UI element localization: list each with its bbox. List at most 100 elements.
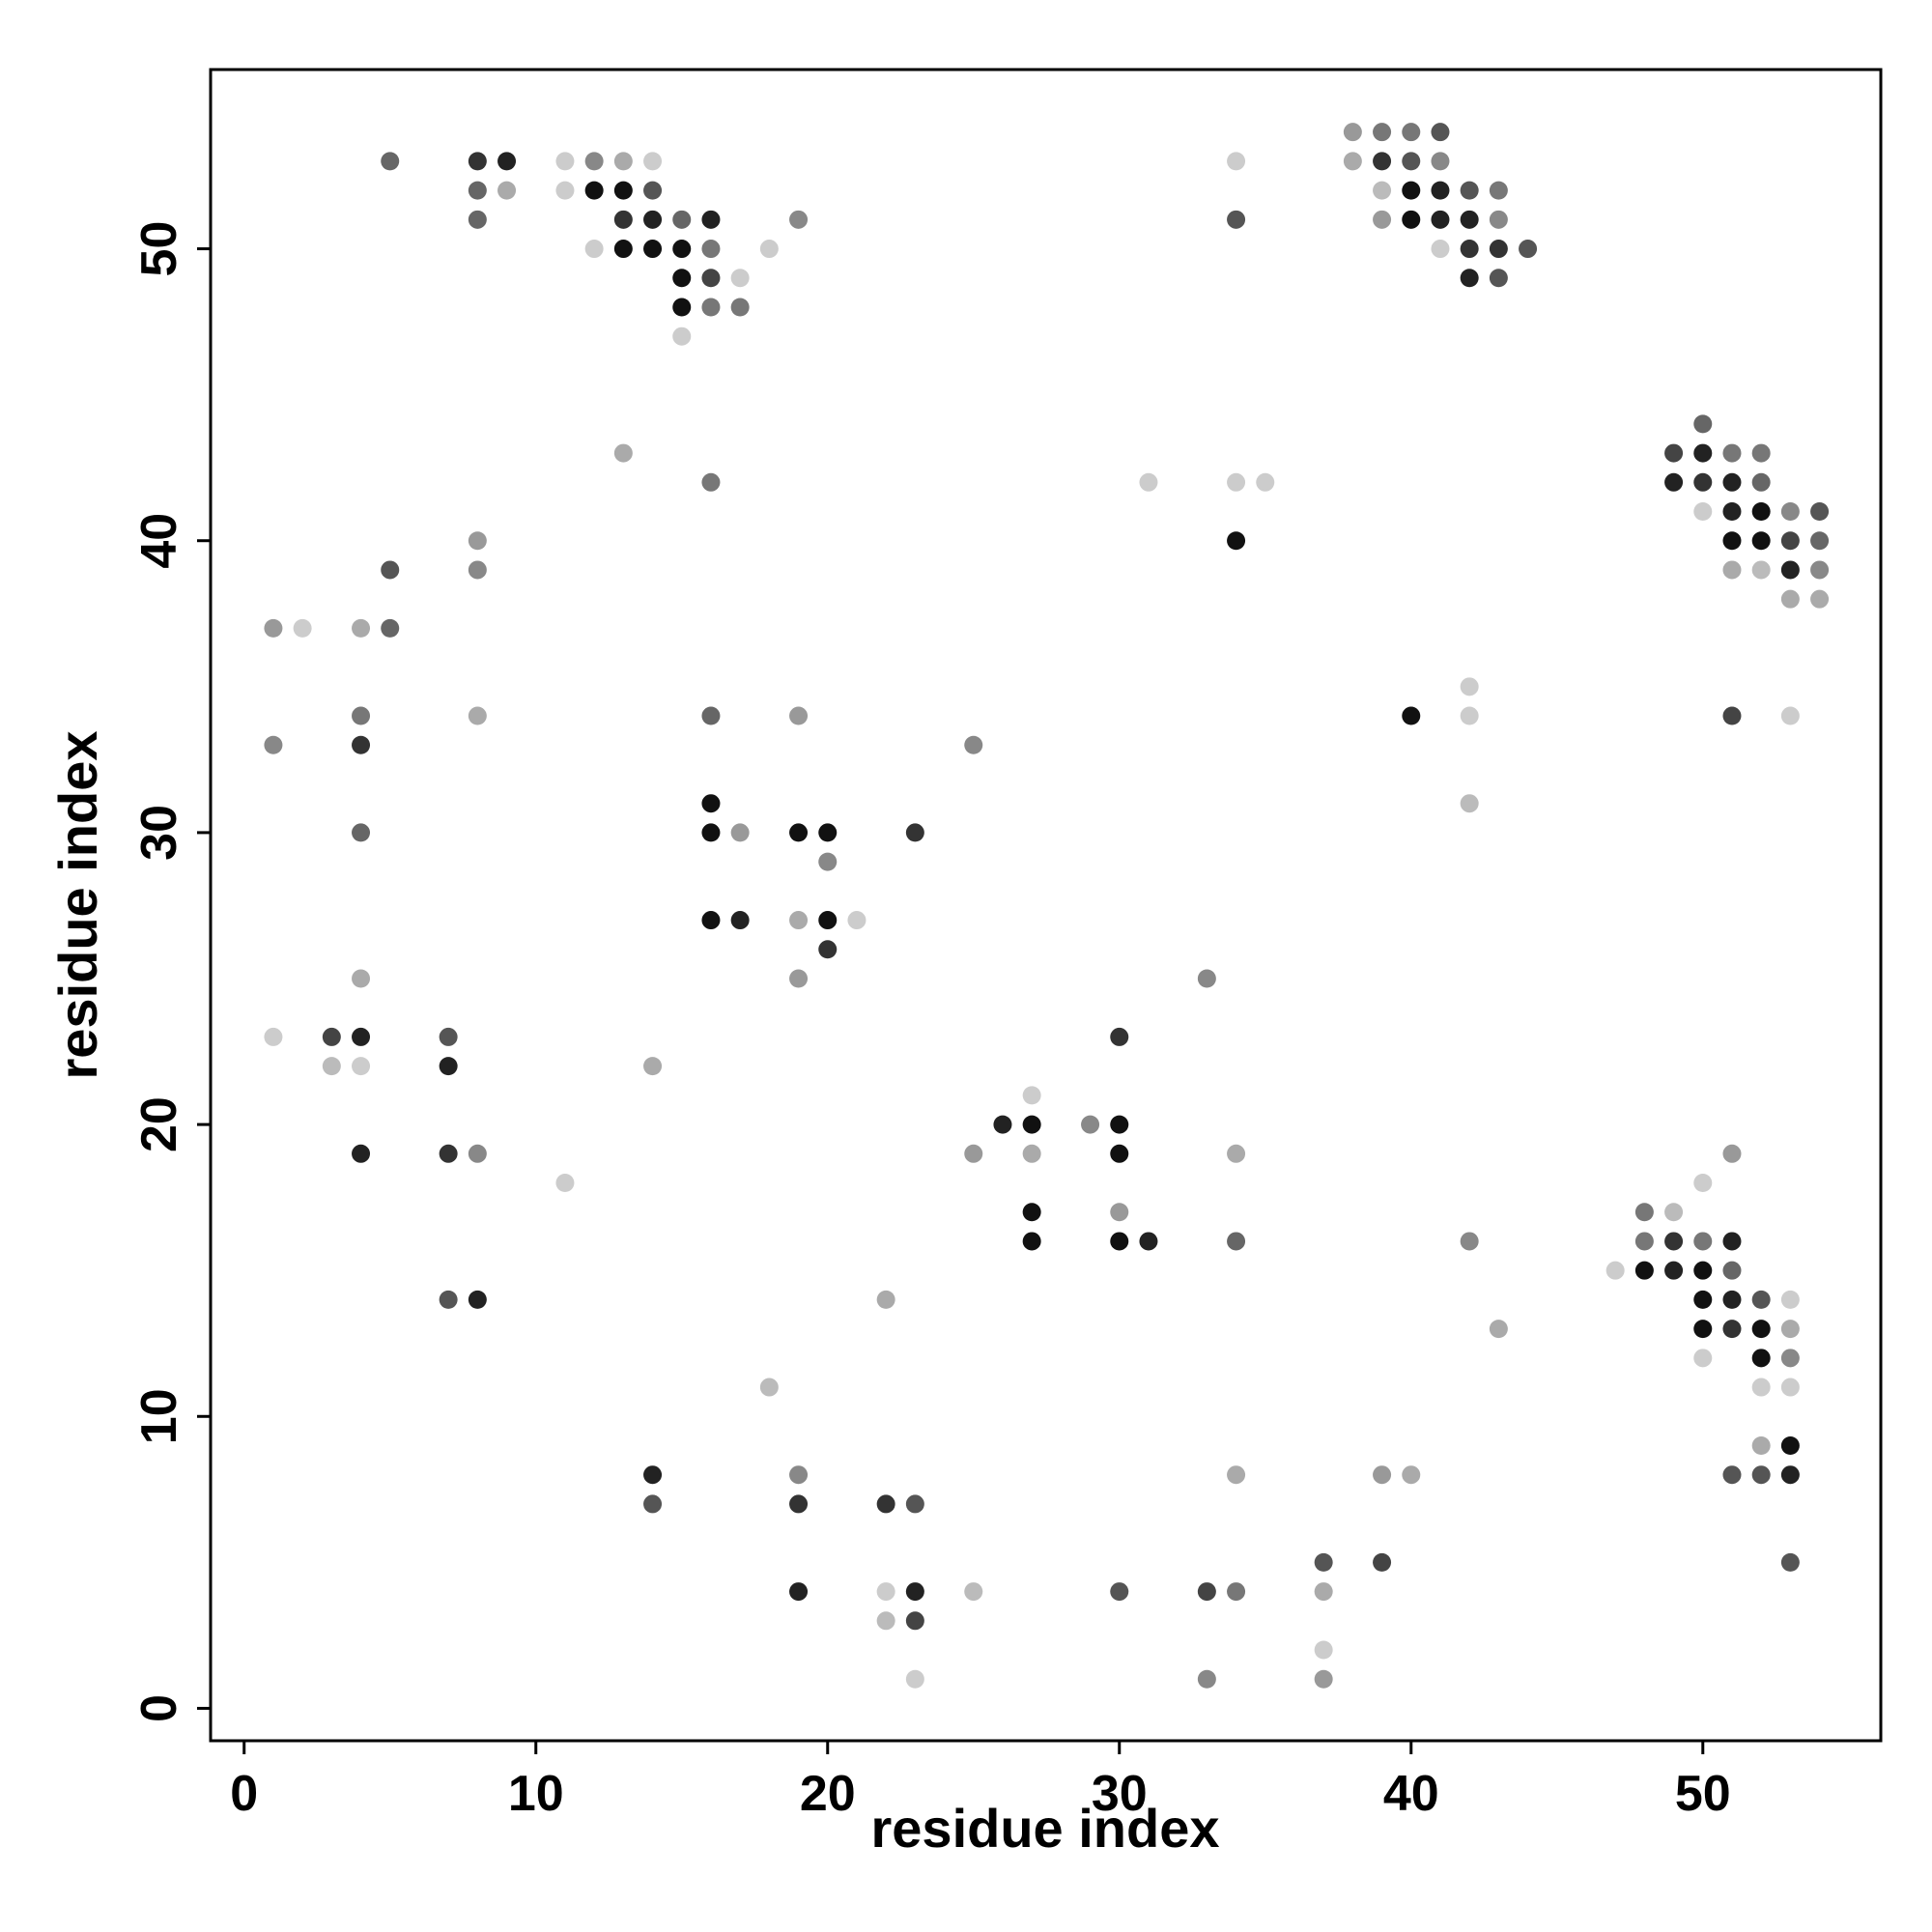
point bbox=[1664, 1203, 1684, 1222]
point bbox=[701, 472, 721, 492]
point bbox=[1693, 443, 1713, 463]
point bbox=[322, 1057, 341, 1076]
point bbox=[352, 706, 371, 725]
point bbox=[352, 735, 371, 754]
point bbox=[1022, 1144, 1041, 1163]
point bbox=[1314, 1552, 1333, 1572]
point bbox=[1227, 1144, 1246, 1163]
point bbox=[1780, 706, 1800, 725]
point bbox=[1751, 472, 1771, 492]
point bbox=[1751, 1435, 1771, 1455]
point bbox=[1693, 1261, 1713, 1280]
point bbox=[759, 240, 779, 259]
y-tick-label: 10 bbox=[131, 1388, 187, 1444]
point bbox=[555, 181, 575, 200]
point bbox=[1431, 152, 1450, 171]
point bbox=[439, 1057, 458, 1076]
point bbox=[1722, 531, 1742, 551]
point bbox=[584, 181, 604, 200]
point bbox=[1022, 1232, 1041, 1251]
point bbox=[1110, 1027, 1129, 1046]
point bbox=[1751, 531, 1771, 551]
point bbox=[789, 911, 809, 930]
y-axis-label: residue index bbox=[47, 730, 108, 1079]
point bbox=[789, 706, 809, 725]
point bbox=[1489, 181, 1508, 200]
point bbox=[352, 1144, 371, 1163]
point bbox=[555, 152, 575, 171]
point bbox=[293, 618, 312, 638]
point bbox=[1780, 1435, 1800, 1455]
y-tick-label: 20 bbox=[131, 1096, 187, 1152]
x-tick-label: 50 bbox=[1675, 1766, 1731, 1822]
point bbox=[264, 618, 283, 638]
point bbox=[1227, 210, 1246, 229]
point bbox=[1605, 1261, 1625, 1280]
point bbox=[701, 240, 721, 259]
point bbox=[1139, 472, 1158, 492]
point bbox=[701, 269, 721, 288]
point bbox=[1780, 1290, 1800, 1309]
point bbox=[1197, 1669, 1216, 1689]
point bbox=[1110, 1582, 1129, 1602]
point bbox=[876, 1290, 895, 1309]
point bbox=[1227, 1582, 1246, 1602]
point bbox=[468, 706, 487, 725]
point bbox=[1780, 502, 1800, 522]
y-tick-label: 50 bbox=[131, 221, 187, 277]
point bbox=[1227, 1465, 1246, 1485]
point bbox=[1722, 472, 1742, 492]
point bbox=[468, 560, 487, 580]
point bbox=[1693, 1174, 1713, 1193]
point bbox=[1489, 240, 1508, 259]
point bbox=[1634, 1203, 1654, 1222]
point bbox=[672, 240, 692, 259]
point bbox=[643, 210, 663, 229]
point bbox=[1343, 152, 1362, 171]
point bbox=[381, 618, 400, 638]
point bbox=[1022, 1086, 1041, 1105]
point bbox=[1110, 1232, 1129, 1251]
point bbox=[1402, 152, 1421, 171]
point bbox=[1314, 1640, 1333, 1660]
point bbox=[964, 1582, 983, 1602]
point bbox=[876, 1611, 895, 1631]
point bbox=[701, 706, 721, 725]
point bbox=[1373, 123, 1392, 142]
point bbox=[1693, 1290, 1713, 1309]
point bbox=[1314, 1582, 1333, 1602]
point bbox=[701, 794, 721, 813]
point bbox=[1751, 1320, 1771, 1339]
point bbox=[1751, 1349, 1771, 1368]
point bbox=[613, 152, 633, 171]
point bbox=[1431, 123, 1450, 142]
point bbox=[1693, 502, 1713, 522]
point bbox=[264, 1027, 283, 1046]
point bbox=[322, 1027, 341, 1046]
point bbox=[1402, 181, 1421, 200]
point bbox=[1460, 240, 1479, 259]
point bbox=[381, 152, 400, 171]
y-tick-label: 40 bbox=[131, 513, 187, 569]
point bbox=[1197, 1582, 1216, 1602]
point bbox=[1722, 1261, 1742, 1280]
point bbox=[1402, 706, 1421, 725]
point bbox=[643, 181, 663, 200]
point bbox=[1780, 1465, 1800, 1485]
point bbox=[1227, 472, 1246, 492]
point bbox=[1489, 210, 1508, 229]
point bbox=[1634, 1261, 1654, 1280]
point bbox=[352, 1057, 371, 1076]
y-tick-label: 30 bbox=[131, 805, 187, 861]
point bbox=[1460, 794, 1479, 813]
point bbox=[1431, 210, 1450, 229]
point bbox=[1751, 560, 1771, 580]
point bbox=[818, 852, 838, 871]
point bbox=[701, 298, 721, 317]
point bbox=[613, 181, 633, 200]
point bbox=[672, 327, 692, 346]
y-tick-label: 0 bbox=[131, 1694, 187, 1722]
point bbox=[1460, 210, 1479, 229]
point bbox=[613, 240, 633, 259]
point bbox=[1460, 181, 1479, 200]
